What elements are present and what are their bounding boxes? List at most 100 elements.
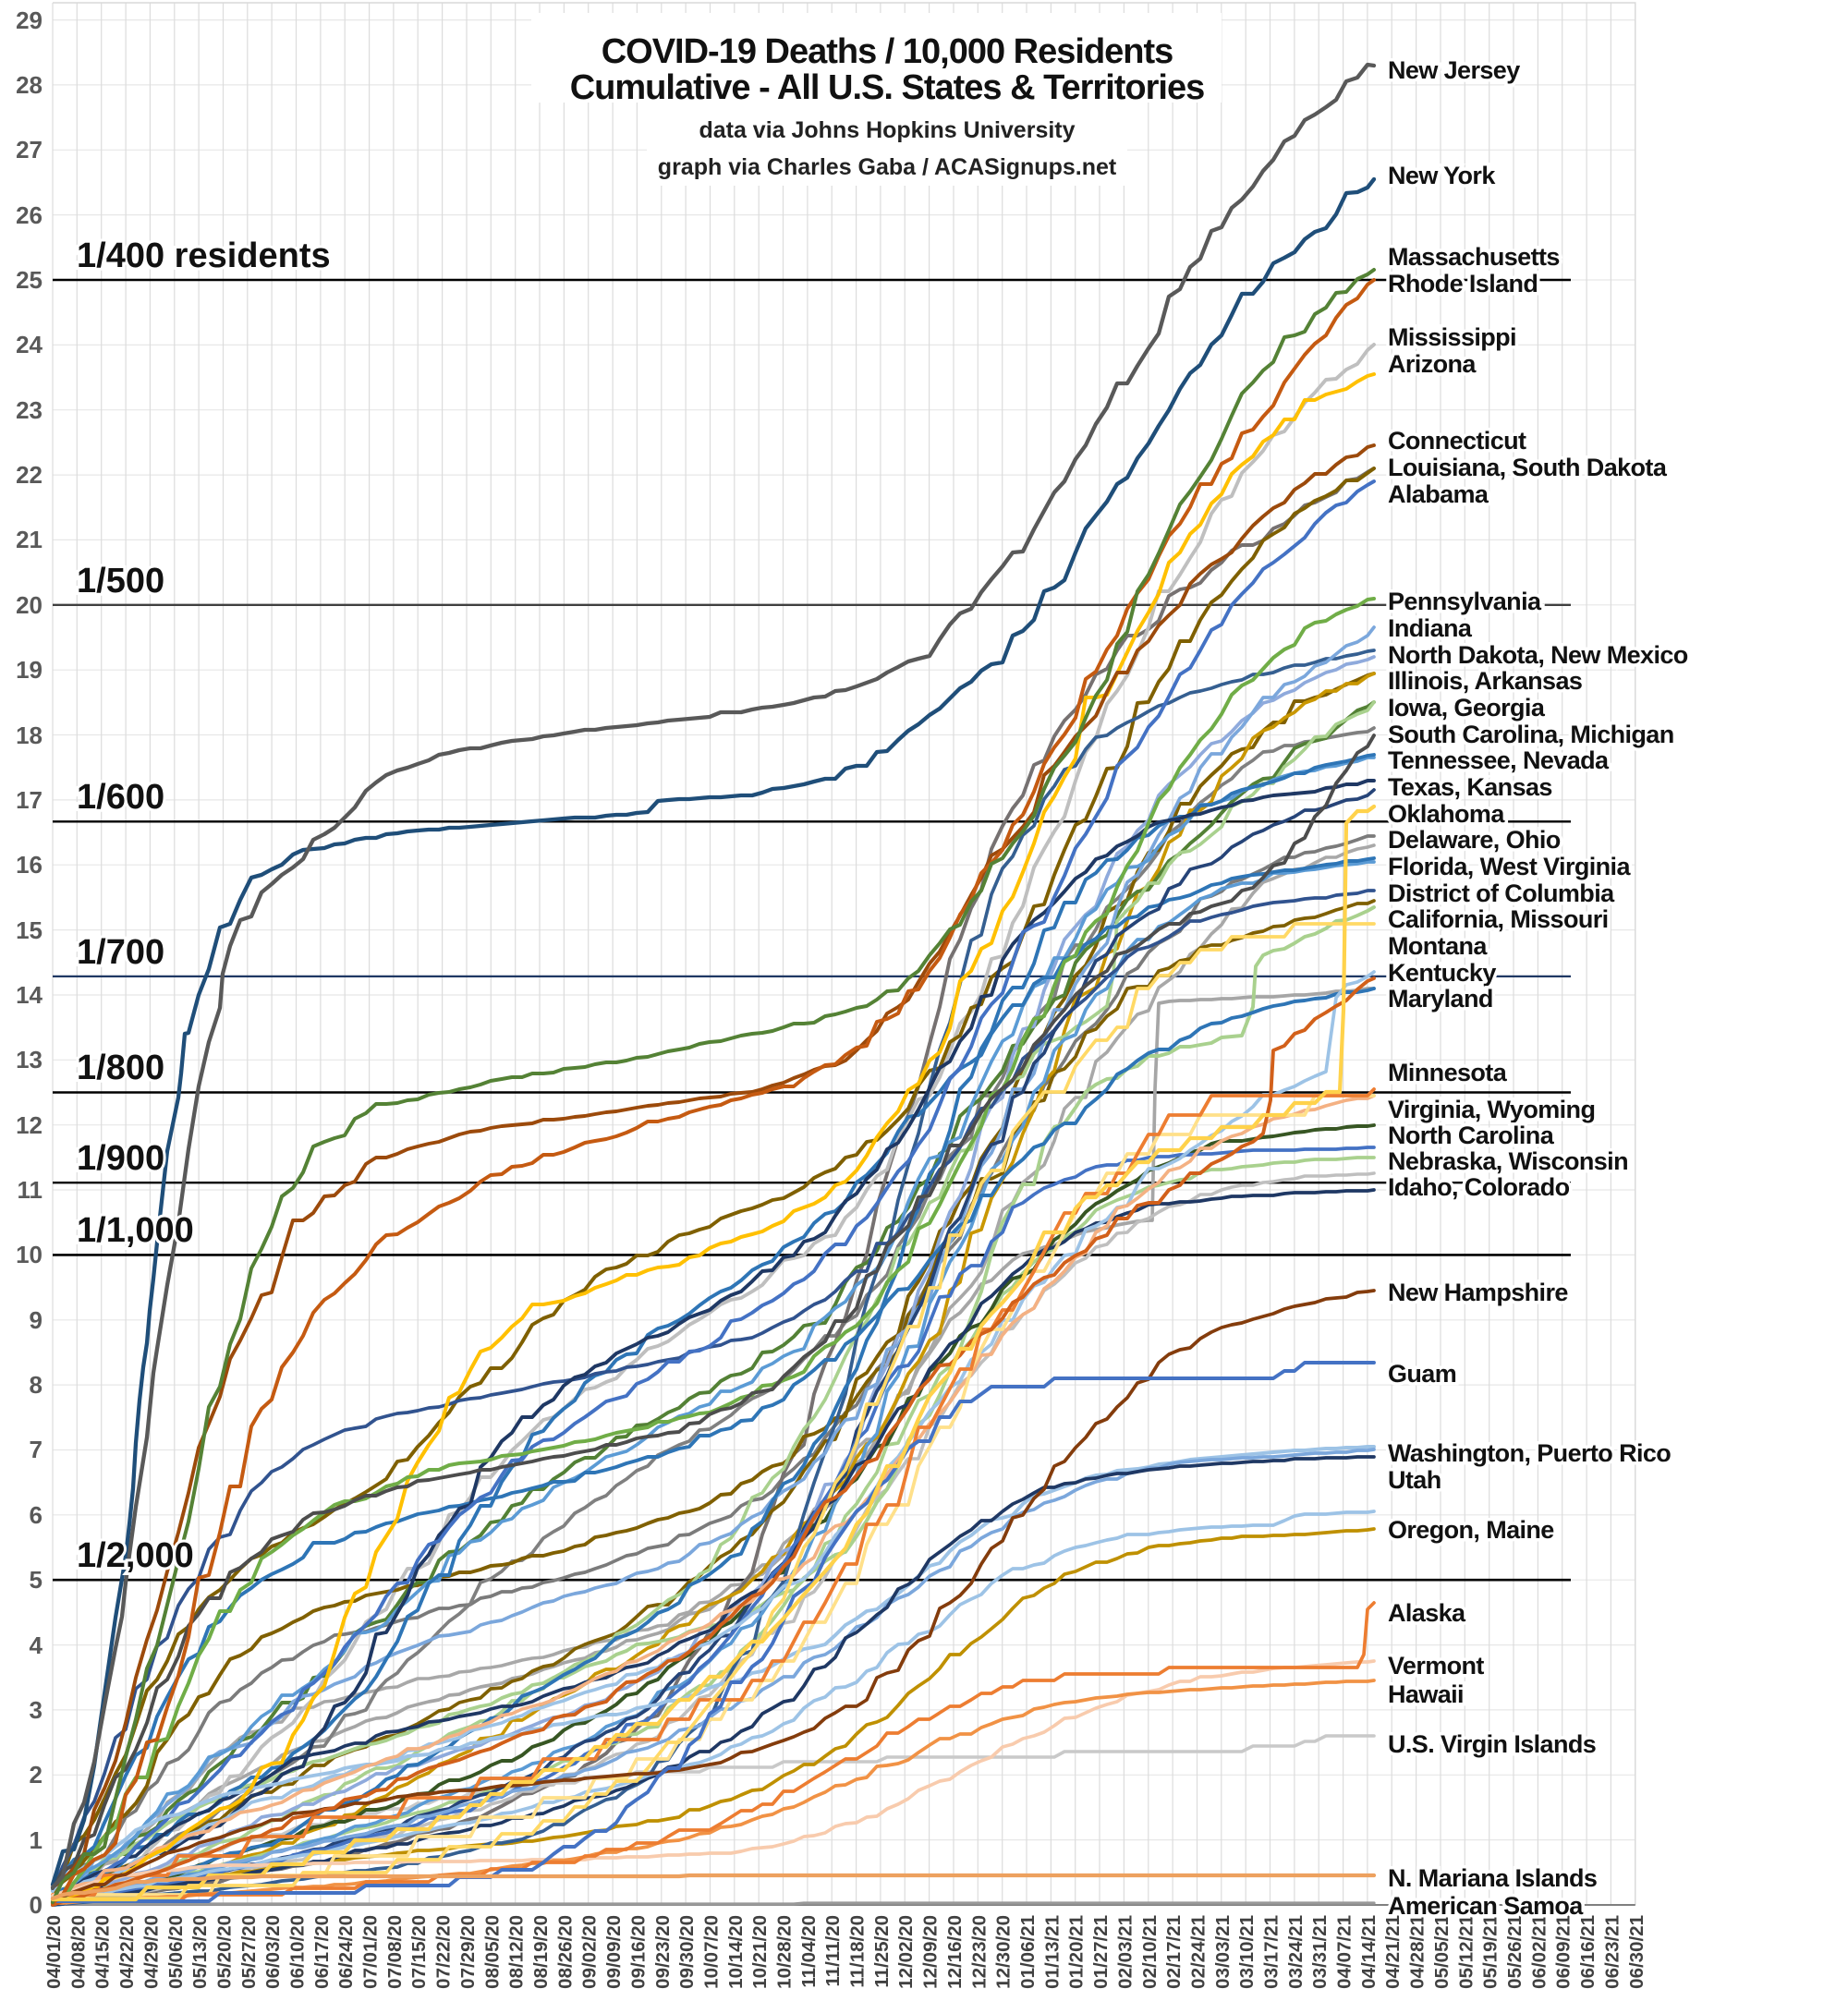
svg-text:Rhode Island: Rhode Island xyxy=(1388,270,1538,297)
svg-text:08/19/20: 08/19/20 xyxy=(530,1915,552,1989)
svg-text:03/10/21: 03/10/21 xyxy=(1236,1915,1258,1989)
svg-text:02/10/21: 02/10/21 xyxy=(1139,1915,1161,1989)
svg-text:13: 13 xyxy=(16,1046,43,1073)
svg-text:Massachusetts: Massachusetts xyxy=(1388,243,1560,271)
svg-text:04/07/21: 04/07/21 xyxy=(1334,1915,1356,1989)
svg-text:11: 11 xyxy=(18,1176,43,1204)
svg-text:N. Mariana Islands: N. Mariana Islands xyxy=(1388,1864,1597,1892)
svg-text:09/23/20: 09/23/20 xyxy=(652,1915,674,1989)
svg-text:3: 3 xyxy=(30,1696,43,1724)
svg-text:04/14/21: 04/14/21 xyxy=(1358,1915,1380,1989)
svg-text:18: 18 xyxy=(16,722,43,749)
svg-text:1/900: 1/900 xyxy=(77,1139,164,1178)
svg-text:California, Missouri: California, Missouri xyxy=(1388,905,1609,933)
svg-text:6: 6 xyxy=(30,1501,43,1529)
svg-text:9: 9 xyxy=(30,1306,43,1334)
svg-text:04/15/20: 04/15/20 xyxy=(92,1915,114,1989)
svg-text:02/17/21: 02/17/21 xyxy=(1163,1915,1185,1989)
svg-text:New Jersey: New Jersey xyxy=(1388,56,1520,84)
svg-text:14: 14 xyxy=(16,981,43,1009)
svg-text:15: 15 xyxy=(16,916,43,944)
svg-text:08/12/20: 08/12/20 xyxy=(506,1915,528,1989)
svg-text:12/23/20: 12/23/20 xyxy=(968,1915,990,1989)
svg-text:Utah: Utah xyxy=(1388,1466,1441,1494)
svg-text:1: 1 xyxy=(30,1826,43,1854)
svg-text:7: 7 xyxy=(30,1436,43,1463)
svg-text:0: 0 xyxy=(30,1891,43,1919)
svg-text:04/29/20: 04/29/20 xyxy=(140,1915,162,1989)
svg-text:01/06/21: 01/06/21 xyxy=(1017,1915,1039,1989)
svg-text:North Carolina: North Carolina xyxy=(1388,1122,1555,1149)
svg-text:04/21/21: 04/21/21 xyxy=(1382,1915,1404,1989)
svg-text:1/2,000: 1/2,000 xyxy=(77,1536,194,1575)
svg-text:District of Columbia: District of Columbia xyxy=(1388,879,1615,907)
svg-text:02/24/21: 02/24/21 xyxy=(1188,1915,1210,1989)
svg-text:Nebraska, Wisconsin: Nebraska, Wisconsin xyxy=(1388,1147,1628,1175)
svg-text:Alabama: Alabama xyxy=(1388,480,1489,508)
svg-text:12/16/20: 12/16/20 xyxy=(944,1915,966,1989)
svg-text:10/21/20: 10/21/20 xyxy=(749,1915,771,1989)
svg-text:Washington, Puerto Rico: Washington, Puerto Rico xyxy=(1388,1439,1671,1467)
svg-text:Oklahoma: Oklahoma xyxy=(1388,800,1505,828)
svg-text:Hawaii: Hawaii xyxy=(1388,1680,1464,1708)
svg-text:10/28/20: 10/28/20 xyxy=(774,1915,796,1989)
svg-text:1/600: 1/600 xyxy=(77,778,164,817)
svg-text:04/28/21: 04/28/21 xyxy=(1407,1915,1429,1989)
svg-text:12/02/20: 12/02/20 xyxy=(895,1915,917,1989)
svg-text:11/18/20: 11/18/20 xyxy=(847,1915,869,1988)
svg-text:09/16/20: 09/16/20 xyxy=(627,1915,649,1989)
svg-text:data via Johns Hopkins Univers: data via Johns Hopkins University xyxy=(699,117,1075,143)
svg-text:10/14/20: 10/14/20 xyxy=(725,1915,747,1989)
svg-text:01/27/21: 01/27/21 xyxy=(1090,1915,1112,1989)
svg-text:Vermont: Vermont xyxy=(1388,1652,1484,1680)
svg-text:04/22/20: 04/22/20 xyxy=(116,1915,138,1989)
svg-text:23: 23 xyxy=(16,396,43,424)
svg-text:07/22/20: 07/22/20 xyxy=(433,1915,455,1989)
svg-text:04/08/20: 04/08/20 xyxy=(67,1915,89,1989)
svg-text:1/700: 1/700 xyxy=(77,933,164,972)
svg-text:26: 26 xyxy=(16,201,43,229)
svg-text:07/01/20: 07/01/20 xyxy=(360,1915,382,1989)
svg-text:1/1,000: 1/1,000 xyxy=(77,1211,194,1250)
svg-text:COVID-19 Deaths / 10,000 Resid: COVID-19 Deaths / 10,000 Residents xyxy=(602,32,1173,71)
svg-text:Connecticut: Connecticut xyxy=(1388,427,1526,455)
svg-text:08/26/20: 08/26/20 xyxy=(554,1915,576,1989)
svg-text:02/03/21: 02/03/21 xyxy=(1114,1915,1136,1989)
svg-text:05/20/20: 05/20/20 xyxy=(214,1915,236,1989)
svg-text:11/04/20: 11/04/20 xyxy=(798,1915,820,1988)
svg-text:South Carolina, Michigan: South Carolina, Michigan xyxy=(1388,721,1674,748)
svg-text:06/09/21: 06/09/21 xyxy=(1553,1915,1574,1989)
svg-text:Pennsylvania: Pennsylvania xyxy=(1388,588,1542,615)
svg-text:04/01/20: 04/01/20 xyxy=(43,1915,65,1989)
svg-text:03/17/21: 03/17/21 xyxy=(1261,1915,1283,1989)
svg-text:Kentucky: Kentucky xyxy=(1388,959,1496,987)
svg-text:06/24/20: 06/24/20 xyxy=(335,1915,357,1989)
svg-text:06/03/20: 06/03/20 xyxy=(262,1915,284,1989)
svg-text:22: 22 xyxy=(16,461,43,489)
svg-text:Mississippi: Mississippi xyxy=(1388,323,1516,351)
svg-text:05/19/21: 05/19/21 xyxy=(1480,1915,1502,1989)
svg-text:05/12/21: 05/12/21 xyxy=(1455,1915,1477,1989)
svg-text:09/02/20: 09/02/20 xyxy=(579,1915,601,1989)
svg-text:American Samoa: American Samoa xyxy=(1388,1892,1584,1920)
svg-text:Arizona: Arizona xyxy=(1388,350,1477,378)
svg-text:10: 10 xyxy=(16,1241,43,1268)
svg-text:Alaska: Alaska xyxy=(1388,1599,1466,1627)
svg-text:Iowa, Georgia: Iowa, Georgia xyxy=(1388,694,1546,722)
svg-text:05/06/20: 05/06/20 xyxy=(165,1915,187,1989)
svg-text:07/08/20: 07/08/20 xyxy=(384,1915,406,1989)
svg-text:Louisiana, South Dakota: Louisiana, South Dakota xyxy=(1388,454,1668,481)
svg-text:8: 8 xyxy=(30,1371,43,1399)
svg-text:Oregon, Maine: Oregon, Maine xyxy=(1388,1516,1554,1544)
svg-text:Minnesota: Minnesota xyxy=(1388,1059,1508,1086)
svg-text:12/09/20: 12/09/20 xyxy=(920,1915,942,1989)
svg-text:4: 4 xyxy=(30,1631,43,1659)
svg-text:Montana: Montana xyxy=(1388,932,1488,960)
svg-text:12: 12 xyxy=(16,1111,43,1139)
svg-text:New York: New York xyxy=(1388,162,1496,189)
svg-text:03/03/21: 03/03/21 xyxy=(1212,1915,1234,1989)
svg-text:16: 16 xyxy=(16,851,43,879)
svg-text:Idaho, Colorado: Idaho, Colorado xyxy=(1388,1173,1570,1201)
svg-text:Maryland: Maryland xyxy=(1388,985,1493,1013)
svg-text:06/10/20: 06/10/20 xyxy=(287,1915,309,1989)
